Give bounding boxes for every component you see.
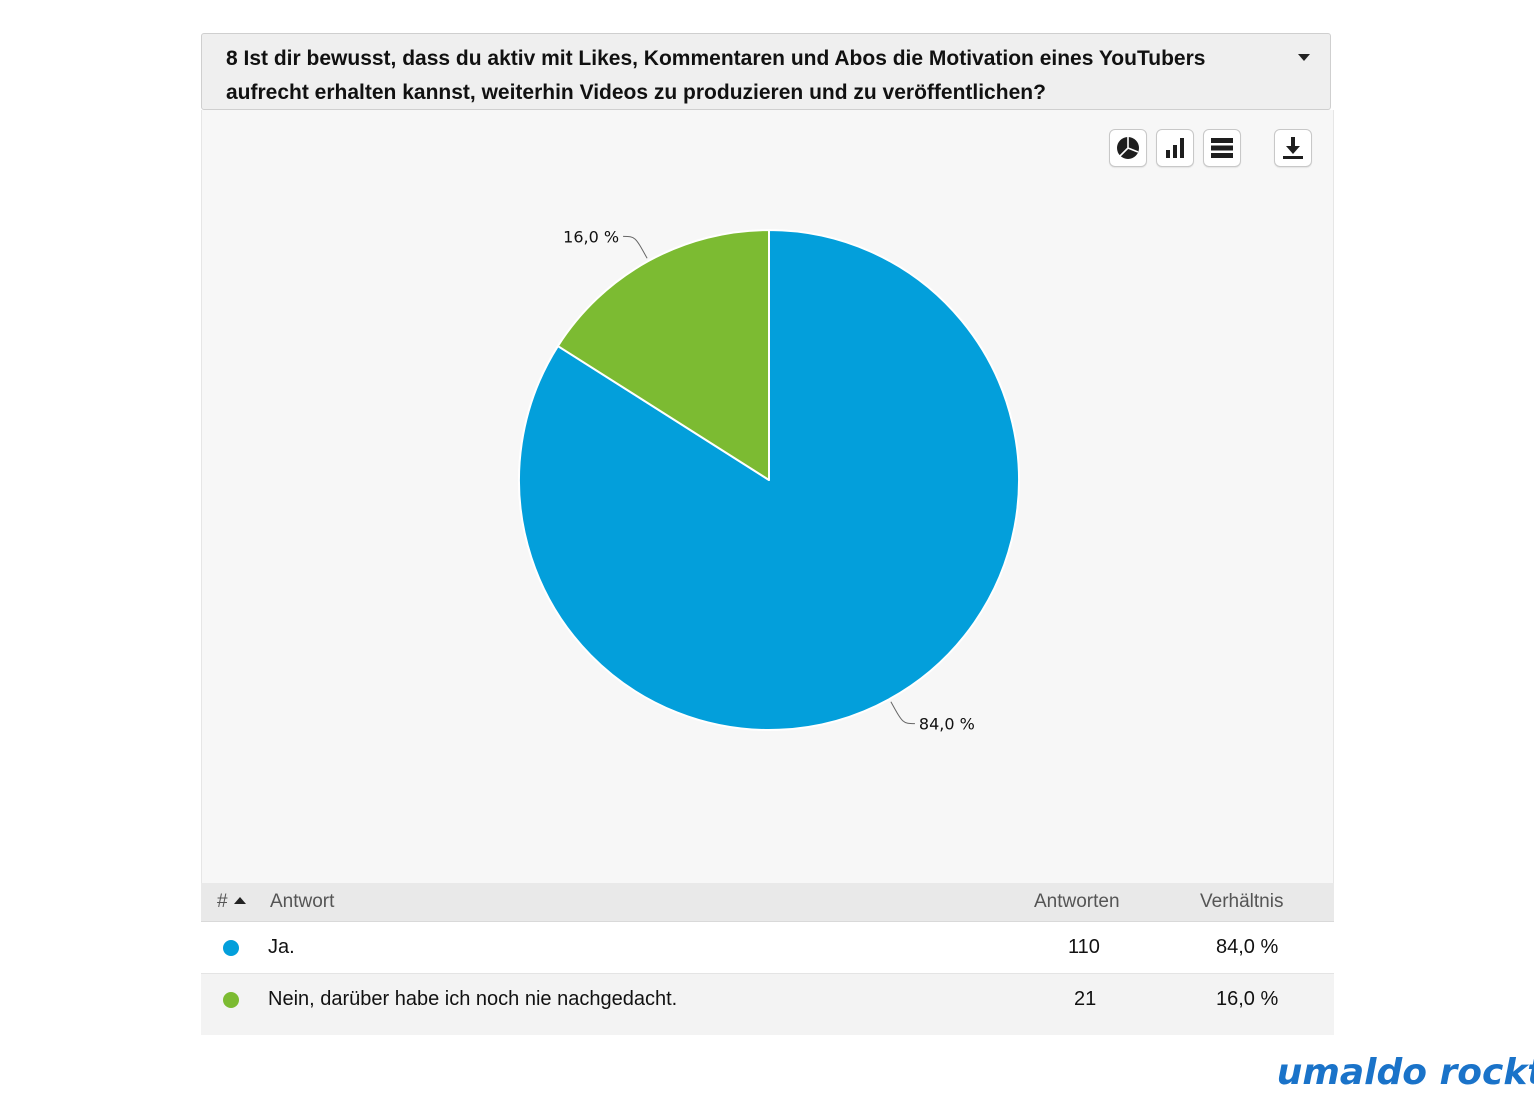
question-title: 8 Ist dir bewusst, dass du aktiv mit Lik… — [226, 47, 1206, 104]
chevron-down-icon[interactable] — [1298, 54, 1310, 61]
watermark-text: humaldo rockt! — [1278, 1052, 1534, 1092]
pie-slice-1[interactable] — [556, 229, 770, 481]
sort-ascending-icon[interactable] — [234, 897, 246, 905]
table-view-button[interactable] — [1203, 129, 1241, 167]
header-count[interactable]: Antworten — [1034, 891, 1120, 912]
answer-label: Ja. — [268, 936, 295, 958]
pie-label-0: 84,0 % — [919, 715, 975, 734]
answer-label: Nein, darüber habe ich noch nie nachgeda… — [268, 988, 678, 1010]
answer-ratio: 84,0 % — [1216, 936, 1279, 958]
pie-label-1: 16,0 % — [563, 227, 619, 246]
download-icon — [1283, 137, 1303, 159]
legend-dot — [223, 992, 239, 1008]
legend-dot — [223, 940, 239, 956]
download-button[interactable] — [1274, 129, 1312, 167]
table-row: Ja. 110 84,0 % — [201, 922, 1334, 974]
table-header: # Antwort Antworten Verhältnis — [201, 883, 1334, 922]
header-answer[interactable]: Antwort — [270, 891, 335, 912]
bar-chart-button[interactable] — [1156, 129, 1194, 167]
chart-area: 84,0 % 16,0 % — [201, 110, 1334, 883]
answer-count: 110 — [1068, 936, 1100, 958]
answer-count: 21 — [1074, 988, 1097, 1010]
pie-connector-0 — [890, 701, 915, 725]
table-view-icon — [1211, 138, 1233, 158]
header-index[interactable]: # — [217, 891, 228, 912]
table-footer — [201, 1025, 1334, 1035]
pie-connector-1 — [623, 235, 648, 259]
pie-chart: 84,0 % 16,0 % — [518, 227, 1020, 734]
pie-chart-button[interactable] — [1109, 129, 1147, 167]
answer-ratio: 16,0 % — [1216, 988, 1279, 1010]
bar-chart-icon — [1166, 138, 1184, 158]
question-header[interactable]: 8 Ist dir bewusst, dass du aktiv mit Lik… — [201, 33, 1331, 110]
header-ratio[interactable]: Verhältnis — [1200, 891, 1284, 912]
humaldo-logo: humaldo rockt! — [1278, 1051, 1534, 1093]
pie-chart-icon — [1117, 137, 1139, 159]
table-row: Nein, darüber habe ich noch nie nachgeda… — [201, 974, 1334, 1025]
